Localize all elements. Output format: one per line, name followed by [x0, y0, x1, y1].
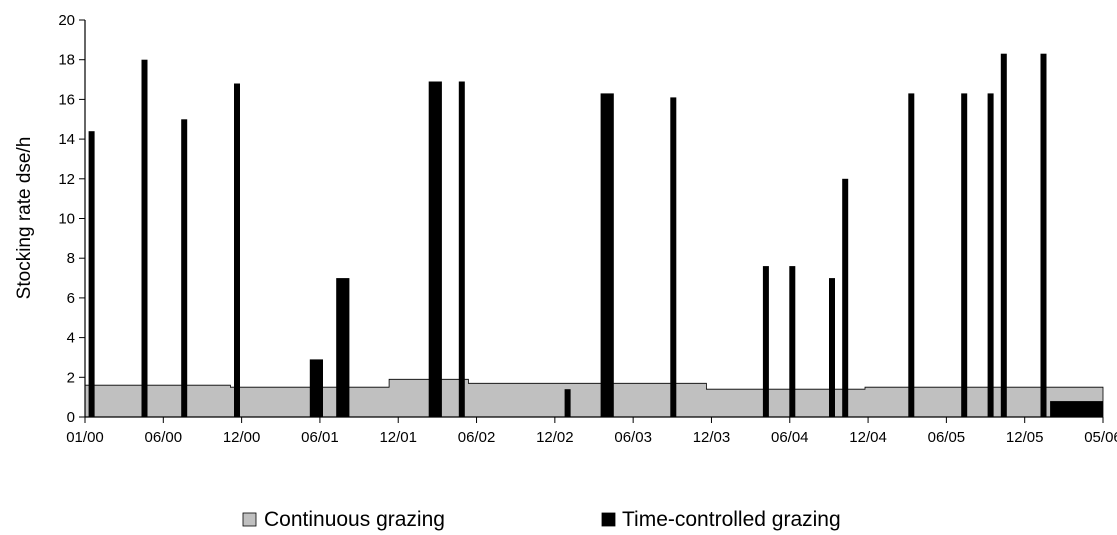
time-controlled-bar-9	[564, 389, 571, 417]
x-tick-label-14: 05/06	[1084, 429, 1117, 446]
time-controlled-bar-21	[1050, 401, 1103, 417]
time-controlled-bar-18	[987, 93, 994, 418]
time-controlled-bar-7	[428, 81, 442, 417]
x-tick-label-13: 12/05	[1006, 429, 1044, 446]
y-tick-label-4: 4	[67, 330, 75, 347]
y-tick-label-6: 6	[67, 290, 75, 307]
time-controlled-bar-10	[600, 93, 614, 418]
x-tick-label-2: 06/00	[145, 429, 183, 446]
time-controlled-bar-2	[141, 59, 148, 417]
y-axis-label: Stocking rate dse/h	[14, 137, 35, 300]
x-tick-label-11: 12/04	[849, 429, 887, 446]
time-controlled-bar-8	[458, 81, 465, 417]
y-tick-label-2: 2	[67, 369, 75, 386]
y-tick-label-10: 10	[58, 211, 75, 228]
time-controlled-bar-17	[961, 93, 968, 418]
axes	[79, 19, 1104, 423]
time-controlled-bars	[88, 53, 1103, 418]
y-tick-label-0: 0	[67, 409, 75, 426]
time-controlled-bar-20	[1040, 53, 1047, 417]
time-controlled-bar-11	[670, 97, 677, 418]
x-tick-label-8: 06/03	[614, 429, 652, 446]
x-tick-label-12: 06/05	[928, 429, 966, 446]
time-controlled-bar-12	[762, 266, 769, 417]
time-controlled-bar-3	[181, 119, 188, 418]
y-tick-labels: 0 2 4 6 8 10 12 14 16 18 20	[58, 12, 75, 426]
time-controlled-bar-16	[908, 93, 915, 418]
time-controlled-bar-14	[829, 278, 835, 417]
y-tick-label-20: 20	[58, 12, 75, 29]
x-tick-label-3: 12/00	[223, 429, 261, 446]
legend-swatch-continuous	[242, 512, 257, 527]
legend-label-time-controlled: Time-controlled grazing	[622, 508, 841, 531]
time-controlled-bar-5	[309, 359, 323, 417]
y-tick-label-8: 8	[67, 250, 75, 267]
time-controlled-bar-1	[88, 131, 95, 417]
legend: Continuous grazing Time-controlled grazi…	[242, 508, 841, 531]
y-tick-label-16: 16	[58, 91, 75, 108]
x-tick-label-1: 01/00	[66, 429, 104, 446]
time-controlled-bar-6	[336, 278, 350, 417]
time-controlled-bar-19	[1000, 53, 1007, 417]
x-tick-label-9: 12/03	[693, 429, 731, 446]
x-tick-label-7: 12/02	[536, 429, 574, 446]
legend-label-continuous: Continuous grazing	[264, 508, 445, 531]
x-tick-label-6: 06/02	[458, 429, 496, 446]
time-controlled-bar-13	[789, 266, 796, 417]
x-tick-label-5: 12/01	[379, 429, 417, 446]
time-controlled-bar-4	[234, 83, 240, 417]
time-controlled-bar-15	[842, 178, 849, 417]
x-tick-labels: 01/00 06/00 12/00 06/01 12/01 06/02 12/02 06/03…	[66, 429, 1117, 446]
legend-swatch-time-controlled	[601, 512, 616, 527]
x-tick-label-10: 06/04	[771, 429, 809, 446]
y-tick-label-14: 14	[58, 131, 75, 148]
y-tick-label-12: 12	[58, 171, 75, 188]
y-tick-label-18: 18	[58, 52, 75, 69]
x-tick-label-4: 06/01	[301, 429, 339, 446]
